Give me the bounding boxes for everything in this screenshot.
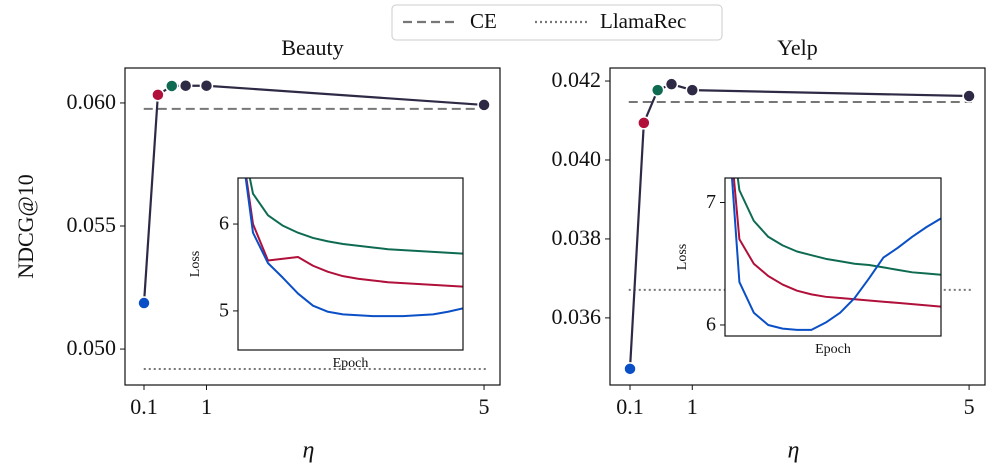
legend-label: CE — [470, 9, 497, 33]
y-tick-label: 0.036 — [552, 304, 602, 329]
axes-frame — [237, 177, 464, 351]
loss-curve — [736, 178, 941, 276]
x-tick-label: 5 — [964, 394, 975, 419]
loss-curve — [248, 178, 463, 255]
point — [165, 79, 179, 93]
loss-curve — [244, 178, 463, 318]
y-tick-label: 5 — [219, 300, 229, 322]
legend-label: LlamaRec — [600, 9, 686, 33]
y-tick-label: 6 — [706, 314, 716, 336]
point — [151, 88, 165, 102]
x-tick-label: 0.1 — [616, 394, 644, 419]
point — [623, 362, 637, 376]
y-tick-label: 6 — [219, 213, 229, 235]
x-axis-label: Epoch — [815, 342, 851, 357]
loss-curve — [732, 178, 941, 308]
axes-frame — [724, 177, 942, 337]
y-tick-label: 0.055 — [67, 212, 117, 237]
y-tick-label: 0.040 — [552, 146, 602, 171]
y-axis-label: NDCG@10 — [13, 174, 38, 279]
point — [637, 116, 651, 130]
line — [142, 84, 485, 304]
x-axis-label: η — [788, 438, 800, 464]
panel: 5 6 Epoch Loss — [188, 177, 464, 371]
x-tick-label: 0.1 — [130, 394, 158, 419]
plot-area — [725, 178, 941, 336]
line — [628, 83, 970, 369]
point — [137, 296, 151, 310]
point — [962, 89, 976, 103]
point — [477, 98, 491, 112]
x-axis-label: Epoch — [333, 356, 369, 371]
y-axis-label: Loss — [675, 244, 690, 270]
point — [685, 83, 700, 97]
axes-frame — [124, 67, 501, 386]
y-tick-label: 0.050 — [67, 335, 117, 360]
chart-title: Beauty — [281, 35, 343, 60]
x-tick-label: 5 — [479, 394, 490, 419]
y-tick-label: 0.038 — [552, 225, 602, 250]
point — [199, 78, 214, 93]
chart-title: Yelp — [777, 35, 818, 60]
y-axis-label: Loss — [188, 251, 203, 277]
point — [650, 83, 665, 97]
plot-area — [238, 178, 463, 350]
loss-curve — [730, 178, 941, 331]
y-tick-label: 0.060 — [67, 89, 117, 114]
y-tick-label: 0.042 — [552, 67, 602, 92]
y-tick-label: 7 — [706, 191, 716, 213]
x-tick-label: 1 — [687, 394, 698, 419]
loss-curve — [245, 178, 463, 288]
axes-frame — [609, 67, 986, 386]
point — [178, 78, 193, 93]
x-axis-label: η — [303, 438, 315, 464]
panel: 6 7 Epoch Loss — [675, 177, 942, 357]
x-tick-label: 1 — [201, 394, 212, 419]
point — [664, 77, 679, 91]
